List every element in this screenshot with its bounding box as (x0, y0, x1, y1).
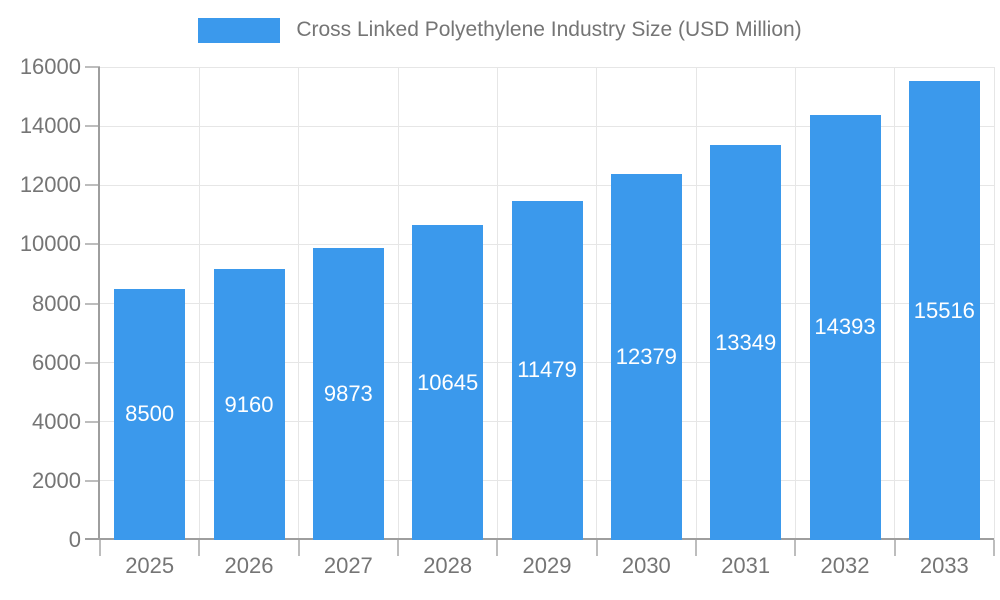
bar[interactable]: 8500 (114, 288, 186, 540)
legend-swatch (198, 17, 281, 43)
bar[interactable]: 9873 (312, 248, 384, 540)
x-axis-tick-label: 2030 (621, 553, 671, 578)
y-axis-tick (85, 184, 100, 187)
bar[interactable]: 9160 (213, 269, 285, 540)
legend-label: Cross Linked Polyethylene Industry Size … (296, 18, 802, 41)
x-axis-tick-label: 2032 (820, 553, 870, 578)
x-axis-tick (794, 540, 797, 556)
y-axis-tick (85, 420, 100, 423)
y-axis-tick-label: 4000 (32, 408, 81, 434)
x-axis-tick-label: 2027 (323, 553, 373, 578)
y-axis-tick (85, 302, 100, 305)
gridline-vertical (397, 67, 399, 540)
x-axis-tick-label: 2029 (522, 553, 572, 578)
bar[interactable]: 12379 (610, 174, 682, 540)
y-axis-tick (85, 66, 100, 68)
y-axis-tick-label: 0 (68, 527, 81, 552)
y-axis-tick-label: 10000 (19, 231, 81, 257)
y-axis-tick (85, 125, 100, 128)
x-axis-tick (496, 540, 499, 556)
gridline-horizontal (100, 66, 994, 68)
x-axis-tick-label: 2031 (721, 553, 771, 578)
y-axis-tick (85, 479, 100, 482)
x-axis-tick (695, 540, 697, 556)
x-axis-tick (397, 540, 399, 556)
bar-value-label: 9873 (323, 381, 373, 407)
bar-value-label: 11479 (517, 357, 577, 383)
x-axis-tick (297, 540, 300, 556)
bar-value-label: 10645 (417, 369, 479, 395)
bar[interactable]: 15516 (908, 81, 980, 540)
bar-value-label: 9160 (224, 391, 274, 417)
gridline-vertical (198, 67, 200, 540)
x-axis-tick (595, 540, 598, 556)
y-axis-tick-label: 2000 (32, 467, 81, 493)
x-axis-tick (893, 540, 896, 556)
x-axis-tick-label: 2033 (919, 553, 969, 578)
x-axis-tick (198, 540, 201, 556)
y-axis-tick-label: 12000 (19, 172, 81, 198)
gridline-vertical (894, 67, 896, 540)
bar-value-label: 14393 (814, 314, 876, 340)
y-axis-tick-label: 16000 (19, 54, 81, 79)
x-axis-tick (99, 540, 101, 556)
y-axis-tick (85, 243, 100, 246)
y-axis-tick-label: 6000 (32, 349, 81, 375)
gridline-horizontal (100, 125, 994, 127)
y-axis-tick-label: 8000 (32, 290, 81, 316)
y-axis-tick-label: 14000 (19, 113, 81, 139)
bar-value-label: 12379 (615, 344, 677, 369)
bar-value-label: 15516 (913, 297, 975, 323)
gridline-vertical (695, 67, 697, 540)
legend-item[interactable]: Cross Linked Polyethylene Industry Size … (0, 15, 1000, 45)
x-axis-tick-label: 2025 (125, 553, 175, 578)
y-axis-tick (85, 361, 100, 364)
x-axis-tick (993, 540, 995, 556)
gridline-vertical (596, 67, 598, 540)
bar[interactable]: 10645 (412, 225, 484, 540)
y-axis-line (98, 67, 100, 540)
x-axis-tick-label: 2026 (224, 553, 274, 578)
bar-value-label: 8500 (125, 401, 175, 427)
bar[interactable]: 14393 (809, 114, 881, 540)
gridline-vertical (298, 67, 300, 540)
bar[interactable]: 13349 (710, 145, 782, 540)
bar-value-label: 13349 (715, 329, 777, 355)
gridline-vertical (496, 67, 498, 540)
bar[interactable]: 11479 (511, 200, 583, 540)
gridline-vertical (993, 67, 995, 540)
gridline-vertical (794, 67, 796, 540)
gridline-horizontal (100, 184, 994, 186)
x-axis-tick-label: 2028 (423, 553, 473, 578)
